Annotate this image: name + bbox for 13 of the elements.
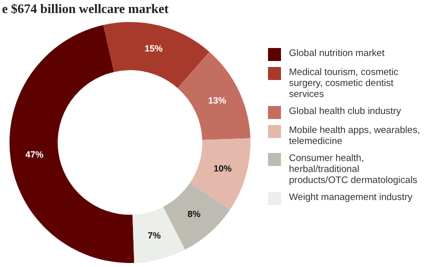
legend-label: Global health club industry [289, 106, 401, 117]
data-label: 10% [214, 164, 232, 174]
legend-label: Global nutrition market [289, 48, 385, 59]
data-label: 8% [187, 209, 201, 220]
data-label: 15% [144, 44, 163, 54]
legend-label: Medical tourism, cosmetic surgery, cosmetic dentist services [289, 67, 400, 100]
data-label: 13% [208, 96, 226, 106]
legend-label: Weight management industry [289, 192, 412, 203]
legend-label: Mobile health apps, wearables, telemedicine [289, 125, 420, 147]
data-label: 47% [25, 149, 44, 160]
legend-label: Consumer health, herbal/traditional products/OTC dermatologicals [289, 153, 418, 186]
data-label: 7% [148, 230, 161, 240]
chart-title: e $674 billion wellcare market [2, 1, 169, 17]
